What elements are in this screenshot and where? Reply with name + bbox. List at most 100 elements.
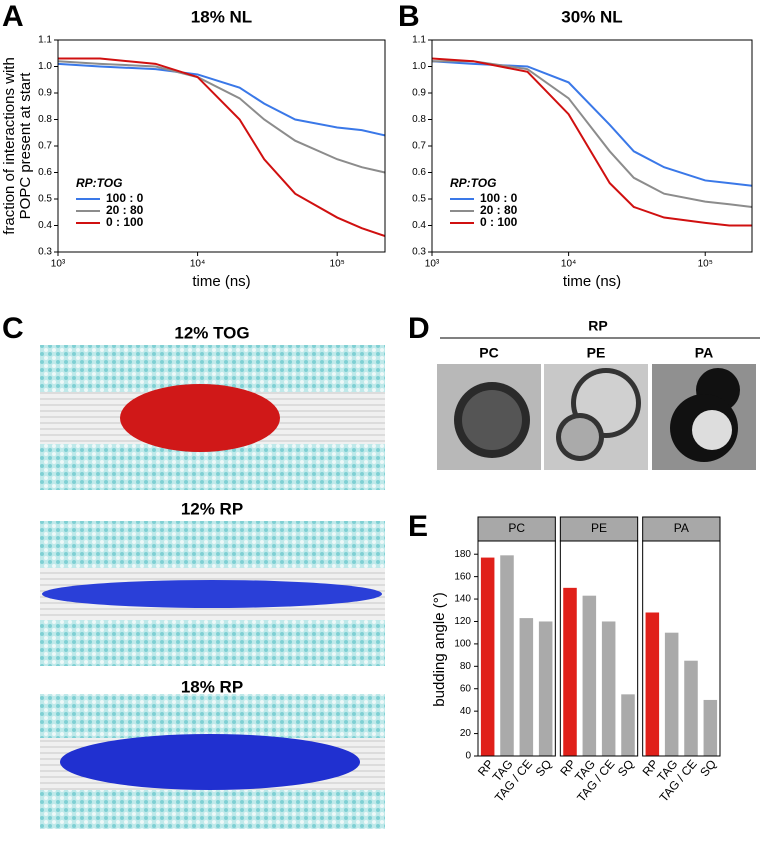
y-axis-label: fraction of interactions with	[1, 57, 18, 235]
snapshot-title: 12% RP	[181, 499, 243, 518]
y-tick-label: 40	[460, 706, 472, 717]
x-tick-label: SQ	[615, 757, 637, 779]
panel-label: D	[408, 312, 430, 345]
snapshot-title: 18% RP	[181, 677, 243, 696]
bar	[621, 694, 635, 756]
group-label: RP	[588, 318, 607, 334]
micrograph	[652, 364, 756, 470]
series-line	[58, 60, 385, 174]
x-tick-label: 10⁴	[561, 259, 576, 270]
y-tick-label: 1.0	[412, 61, 426, 72]
plot-frame	[559, 540, 639, 757]
series-line	[432, 57, 752, 227]
snapshot-image	[40, 345, 385, 490]
snapshot-image	[40, 521, 385, 666]
facet-label: PA	[674, 521, 689, 535]
y-tick-label: 0.7	[38, 141, 52, 152]
y-tick-label: 0.3	[38, 247, 52, 258]
bar	[582, 595, 597, 756]
plot-frame	[431, 39, 753, 253]
facet-strip	[642, 516, 721, 542]
facet-label: PE	[591, 521, 607, 535]
chart-title: 30% NL	[561, 7, 622, 26]
y-tick-label: 0.9	[38, 88, 52, 99]
plot-frame	[642, 540, 721, 757]
y-tick-label: 80	[460, 661, 472, 672]
y-tick-label: 0.4	[412, 220, 426, 231]
y-tick-label: 0.7	[412, 141, 426, 152]
facet-label: PC	[508, 521, 525, 535]
bar	[703, 699, 718, 756]
bar	[645, 612, 660, 756]
x-tick-label: SQ	[697, 757, 719, 779]
x-tick-label: 10⁵	[330, 259, 345, 270]
bar	[500, 555, 514, 756]
series-line	[58, 57, 385, 238]
y-tick-label: 0.5	[412, 194, 426, 205]
legend-label: 20 : 80	[106, 203, 144, 217]
image-label: PC	[479, 345, 498, 361]
y-tick-label: 0.6	[412, 167, 426, 178]
y-tick-label: 0	[465, 751, 471, 762]
legend-title: RP:TOG	[76, 176, 122, 190]
x-tick-label: 10⁴	[190, 259, 205, 270]
bar	[480, 557, 495, 756]
bar	[519, 618, 534, 756]
y-tick-label: 0.8	[412, 114, 426, 125]
x-axis-label: time (ns)	[192, 273, 250, 290]
y-tick-label: 1.0	[38, 61, 52, 72]
y-tick-label: 0.6	[38, 167, 52, 178]
image-label: PA	[695, 345, 713, 361]
x-axis-label: time (ns)	[563, 273, 621, 290]
plot-frame	[477, 540, 556, 757]
panel-label: A	[2, 0, 24, 33]
panel-label: B	[398, 0, 420, 33]
y-axis-label: budding angle (°)	[431, 592, 448, 706]
y-tick-label: 180	[454, 549, 471, 560]
micrograph	[544, 364, 648, 470]
micrograph	[437, 364, 541, 470]
chart-title: 18% NL	[191, 7, 252, 26]
y-tick-label: 0.3	[412, 247, 426, 258]
legend-label: 20 : 80	[480, 203, 518, 217]
image-label: PE	[587, 345, 606, 361]
y-tick-label: 1.1	[412, 35, 426, 46]
y-tick-label: 100	[454, 639, 471, 650]
snapshot-title: 12% TOG	[174, 323, 249, 342]
series-line	[432, 60, 752, 187]
y-axis-label: POPC present at start	[17, 72, 34, 220]
bar	[563, 587, 577, 756]
legend-label: 100 : 0	[106, 191, 144, 205]
y-tick-label: 160	[454, 571, 471, 582]
y-tick-label: 0.5	[38, 194, 52, 205]
y-tick-label: 140	[454, 594, 471, 605]
panel-label: E	[408, 510, 428, 543]
snapshot-image	[40, 694, 385, 829]
facet-strip	[559, 516, 639, 542]
plot-frame	[57, 39, 386, 253]
y-tick-label: 1.1	[38, 35, 52, 46]
legend-title: RP:TOG	[450, 176, 496, 190]
legend-label: 100 : 0	[480, 191, 518, 205]
series-line	[58, 62, 385, 137]
y-tick-label: 0.9	[412, 88, 426, 99]
facet-strip	[477, 516, 556, 542]
bar	[601, 621, 616, 756]
legend-label: 0 : 100	[106, 215, 144, 229]
panel-label: C	[2, 312, 24, 345]
y-tick-label: 60	[460, 683, 472, 694]
bar	[664, 632, 679, 756]
x-tick-label: 10³	[425, 259, 440, 270]
x-tick-label: 10⁵	[698, 259, 713, 270]
bar	[684, 660, 698, 756]
y-tick-label: 120	[454, 616, 471, 627]
y-tick-label: 0.4	[38, 220, 52, 231]
series-line	[432, 60, 752, 208]
y-tick-label: 0.8	[38, 114, 52, 125]
legend-label: 0 : 100	[480, 215, 518, 229]
bar	[538, 621, 553, 756]
x-tick-label: SQ	[533, 757, 555, 779]
x-tick-label: 10³	[51, 259, 66, 270]
y-tick-label: 20	[460, 728, 472, 739]
